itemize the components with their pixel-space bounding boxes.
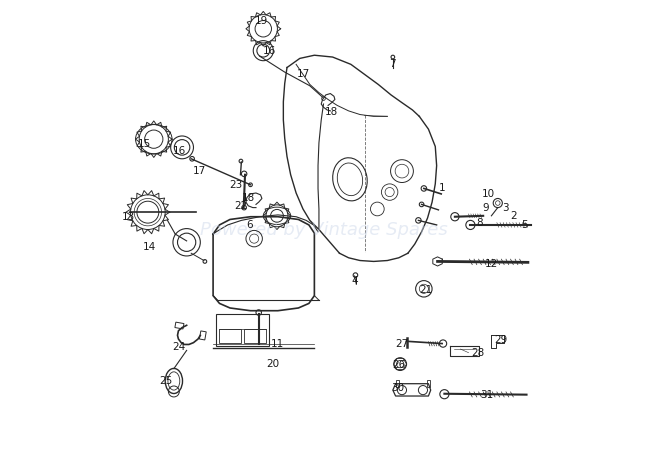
Text: 16: 16 [263,45,276,56]
Text: Powered by Vintage Spares: Powered by Vintage Spares [200,220,447,239]
Text: 17: 17 [296,69,310,79]
Text: 30: 30 [391,383,404,393]
Text: 9: 9 [482,202,488,213]
Bar [244,329,265,342]
Text: 12: 12 [485,259,498,269]
Text: 31: 31 [480,390,494,400]
Text: 4: 4 [351,275,358,285]
Text: 14: 14 [142,242,156,252]
Text: 6: 6 [247,220,253,230]
Text: 28: 28 [471,347,485,358]
Bar [395,380,399,387]
Text: 3: 3 [502,202,509,213]
Bar [199,331,206,340]
Text: 24: 24 [172,342,185,352]
Text: 18: 18 [242,194,256,203]
Text: 11: 11 [270,340,283,349]
Text: 13: 13 [122,212,135,222]
Text: 10: 10 [482,189,495,199]
Bar [219,329,241,342]
Text: 15: 15 [138,139,151,149]
Text: 19: 19 [256,16,269,26]
Text: 27: 27 [395,340,409,349]
Text: 26: 26 [392,360,406,370]
Text: 29: 29 [494,335,507,345]
Bar [216,314,269,346]
Text: 21: 21 [419,285,432,295]
Text: 8: 8 [476,218,483,228]
Text: 5: 5 [521,220,527,230]
Text: 7: 7 [389,59,396,69]
Text: 25: 25 [159,376,173,386]
Text: 1: 1 [439,184,445,193]
Bar [426,380,430,387]
Bar [175,322,184,329]
Text: 23: 23 [229,180,243,190]
Text: 18: 18 [325,107,338,117]
Text: 2: 2 [510,211,516,221]
Text: 16: 16 [173,146,186,156]
Text: 22: 22 [234,201,247,211]
Text: 17: 17 [193,166,206,176]
Text: 20: 20 [266,359,279,369]
